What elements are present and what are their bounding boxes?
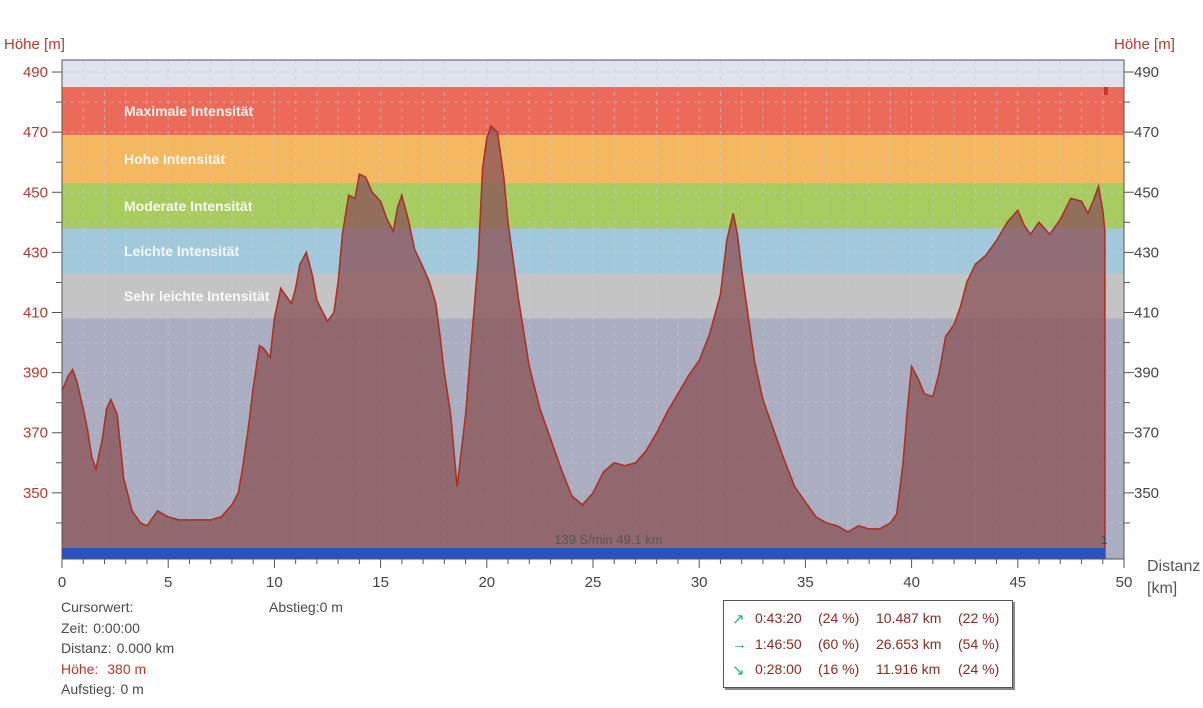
cursor-elevation-value: 380 m (107, 660, 147, 677)
cursor-descent-value: 0 m (319, 599, 343, 615)
arrow-down-right-icon: ↘ (732, 662, 745, 679)
summary-time-pct: (16 %) (818, 661, 860, 677)
cursor-title: Cursorwert: (61, 599, 134, 615)
zone-band-3 (62, 228, 1124, 274)
summary-distance-pct: (24 %) (958, 661, 1000, 677)
end-marker-label: 1 (1101, 533, 1108, 547)
y-tick-label-right: 390 (1134, 365, 1159, 382)
y-tick-label-right: 370 (1134, 425, 1159, 442)
cursor-descent-row: Abstieg:0 m (269, 597, 343, 618)
cursor-distance-label: Distanz: (61, 640, 112, 657)
x-tick-label: 35 (797, 574, 814, 591)
elevation-area (62, 126, 1105, 548)
summary-time: 1:46:50 (755, 636, 802, 652)
cursor-descent-label: Abstieg: (269, 599, 320, 615)
elevation-line (61, 124, 1106, 559)
y-tick-label-left: 490 (23, 64, 48, 81)
y-tick-label-right: 450 (1134, 184, 1159, 201)
cadence-bar-label: 139 S/min 49.1 km (554, 532, 662, 547)
cursor-time-value: 0:00:00 (93, 619, 140, 636)
y-axis-title-left: Höhe [m] (4, 36, 65, 53)
y-tick-label-left: 470 (23, 124, 48, 141)
summary-row-flat: → 1:46:50 (60 %) 26.653 km (54 %) (724, 636, 1012, 656)
arrow-up-right-icon: ↗ (732, 611, 745, 628)
y-axis-title-right: Höhe [m] (1114, 36, 1175, 53)
slope-summary-box: ↗ 0:43:20 (24 %) 10.487 km (22 %) → 1:46… (723, 600, 1013, 688)
x-axis: 0 5 10 15 20 25 30 35 40 45 50 (58, 559, 1133, 591)
x-tick-label: 40 (903, 574, 920, 591)
cursor-elevation-row: Höhe: 380 m (61, 659, 174, 680)
x-tick-label: 50 (1116, 574, 1133, 591)
x-tick-label: 20 (478, 574, 495, 591)
x-tick-label: 30 (691, 574, 708, 591)
cadence-bar (62, 548, 1105, 559)
y-tick-label-left: 370 (23, 425, 48, 442)
y-tick-label-right: 470 (1134, 124, 1159, 141)
summary-time: 0:43:20 (755, 610, 802, 626)
zone-label-4: Sehr leichte Intensität (124, 288, 270, 304)
y-tick-label-left: 430 (23, 244, 48, 261)
x-tick-label: 15 (372, 574, 389, 591)
cursor-time-label: Zeit: (61, 619, 89, 636)
cursor-ascent-value: 0 m (120, 681, 144, 698)
summary-time-pct: (24 %) (818, 610, 860, 626)
y-tick-label-right: 350 (1134, 485, 1159, 502)
cursor-distance-row: Distanz: 0.000 km (61, 638, 174, 659)
summary-row-descent: ↘ 0:28:00 (16 %) 11.916 km (24 %) (724, 661, 1012, 681)
y-tick-label-right: 410 (1134, 305, 1159, 322)
zone-label-1: Hohe Intensität (124, 151, 225, 167)
plot-top-band (62, 60, 1124, 88)
x-axis-title: Distanz [km] (1147, 558, 1201, 597)
y-tick-label-right: 430 (1134, 244, 1159, 261)
cursor-ascent-label: Aufstieg: (61, 681, 116, 698)
zone-label-0: Maximale Intensität (124, 103, 253, 119)
x-tick-label: 25 (585, 574, 602, 591)
zone-label-2: Moderate Intensität (124, 198, 253, 214)
x-tick-label: 0 (58, 574, 66, 591)
cursor-info-panel: Cursorwert: Zeit: 0:00:00 Distanz: 0.000 k… (61, 597, 174, 700)
summary-time-pct: (60 %) (818, 636, 860, 652)
end-marker (1103, 87, 1108, 96)
cursor-time-row: Zeit: 0:00:00 (61, 618, 174, 639)
cursor-elevation-label: Höhe: (61, 660, 99, 677)
summary-distance: 10.487 km (876, 610, 942, 626)
arrow-right-icon: → (732, 636, 747, 653)
summary-distance: 11.916 km (876, 661, 941, 677)
y-tick-label-right: 490 (1134, 64, 1159, 81)
cursor-distance-value: 0.000 km (116, 640, 175, 657)
y-tick-label-left: 450 (23, 184, 48, 201)
y-tick-label-left: 390 (23, 365, 48, 382)
x-tick-label: 10 (266, 574, 283, 591)
summary-time: 0:28:00 (755, 661, 802, 677)
zone-label-3: Leichte Intensität (124, 243, 239, 259)
y-axes: 350 350 370 370 390 390 410 410 430 430 450 450 470 4… (23, 64, 1159, 524)
x-tick-label: 45 (1009, 574, 1026, 591)
summary-distance: 26.653 km (876, 636, 942, 652)
x-tick-label: 5 (164, 574, 172, 591)
cursor-ascent-row: Aufstieg: 0 m (61, 679, 174, 700)
summary-row-ascent: ↗ 0:43:20 (24 %) 10.487 km (22 %) (724, 610, 1012, 630)
summary-distance-pct: (54 %) (958, 636, 1000, 652)
y-tick-label-left: 350 (23, 485, 48, 502)
y-tick-label-left: 410 (23, 305, 48, 322)
summary-distance-pct: (22 %) (958, 610, 1000, 626)
